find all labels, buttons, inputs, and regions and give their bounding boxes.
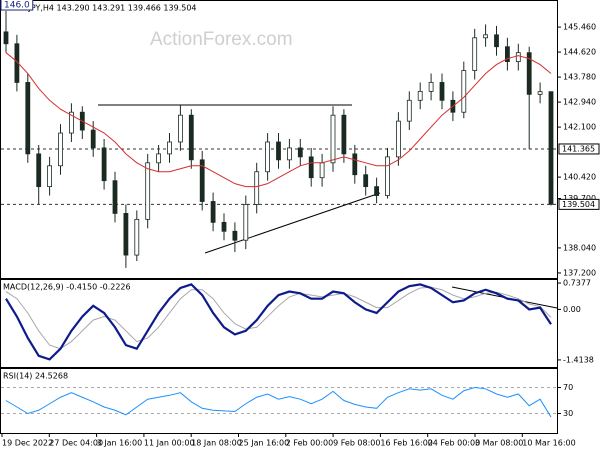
moving-average [5,52,552,188]
y-tick-label: 0.00 [563,305,581,314]
candle-body [232,230,238,241]
x-tick-label: 19 Dec 2022 [2,439,53,448]
candle-body [385,156,390,196]
candle-body [25,82,31,155]
candle-body [395,120,401,158]
candle-body [188,114,194,161]
candle-body [58,132,63,167]
y-tick-label: 144.620 [563,48,596,57]
macd-title: MACD(12,26,9) -0.4150 -0.2226 [3,283,131,292]
x-tick-label: 18 Jan 08:00 [191,439,242,448]
watermark: ActionForex.com [150,29,293,50]
candle-body [47,165,52,188]
candle-body [297,147,303,158]
price-box-label: 139.504 [562,200,595,209]
y-tick-label: 70 [563,383,573,392]
price-panel [0,0,558,279]
x-tick-label: 10 Mar 16:00 [522,439,575,448]
candle-body [341,114,347,155]
support-line [204,192,381,254]
candle-body [417,90,423,101]
x-tick-label: 16 Feb 16:00 [380,439,432,448]
candle-body [515,52,521,63]
y-tick-label: 142.100 [563,123,596,132]
y-tick-label: 30 [563,409,573,418]
x-tick-label: 27 Dec 04:00 [49,439,103,448]
x-tick-label: 9 Feb 08:00 [333,439,380,448]
candle-body [145,162,151,220]
y-tick-label: 140.420 [563,173,596,182]
candle-body [3,31,9,45]
candle-body [472,37,478,71]
rsi-line [5,386,552,418]
x-tick-label: 3 Jan 16:00 [97,439,143,448]
candle-body [36,153,42,188]
y-tick-label: 145.460 [563,23,596,32]
candle-body [308,156,314,179]
candle-body [352,153,358,176]
candle-body [210,201,216,223]
candle-body [177,114,183,143]
candle-body [363,174,369,188]
candle-body [112,180,118,214]
chart-title: EURJPY,H4 143.290 143.291 139.466 139.50… [12,4,197,13]
candle-body [123,213,129,256]
candle-body [537,91,543,95]
candle-body [254,171,260,205]
price-box [558,198,600,210]
annotation-box [0,0,34,11]
x-tick-label: 25 Jan 16:00 [239,439,290,448]
y-tick-label: 137.200 [563,268,596,277]
y-tick-label: 139.700 [563,194,596,203]
candle-body [548,91,554,205]
candle-body [374,186,380,196]
candle-body [504,46,510,63]
candle-body [461,70,467,113]
candle-body [526,52,532,95]
x-tick-label: 3 Mar 08:00 [475,439,523,448]
candle-body [199,159,205,202]
candle-body [134,218,140,256]
signal-line [5,286,552,350]
y-tick-label: 143.780 [563,73,596,82]
candle-body [428,82,434,92]
x-tick-label: 11 Jan 00:00 [144,439,195,448]
candle-body [243,204,249,241]
candle-body [406,99,412,122]
candle-body [286,147,292,161]
rsi-panel [0,368,558,434]
candle-body [167,141,172,155]
candle-body [221,221,227,232]
candle-body [90,129,96,149]
y-tick-label: 138.040 [563,243,596,252]
macd-line [5,283,552,361]
candle-body [330,114,336,164]
candle-body [483,34,489,39]
y-tick-label: -1.4138 [563,355,594,364]
candle-body [101,147,107,182]
candle-body [156,153,162,164]
candle-body [439,82,445,101]
x-tick-label: 2 Feb 00:00 [286,439,333,448]
candle-body [319,162,325,179]
price-box-label: 141.365 [562,144,595,153]
candle-body [69,111,74,134]
candle-body [276,141,281,161]
price-box [558,143,600,155]
y-tick-label: 142.940 [563,98,596,107]
candle-body [494,34,499,48]
y-tick-label: 0.7377 [563,279,591,288]
candle-body [265,141,271,173]
annotation-label: 146.0 [4,1,30,11]
rsi-title: RSI(14) 24.5268 [3,372,68,381]
macd-panel [0,279,558,368]
x-tick-label: 24 Feb 00:00 [428,439,480,448]
